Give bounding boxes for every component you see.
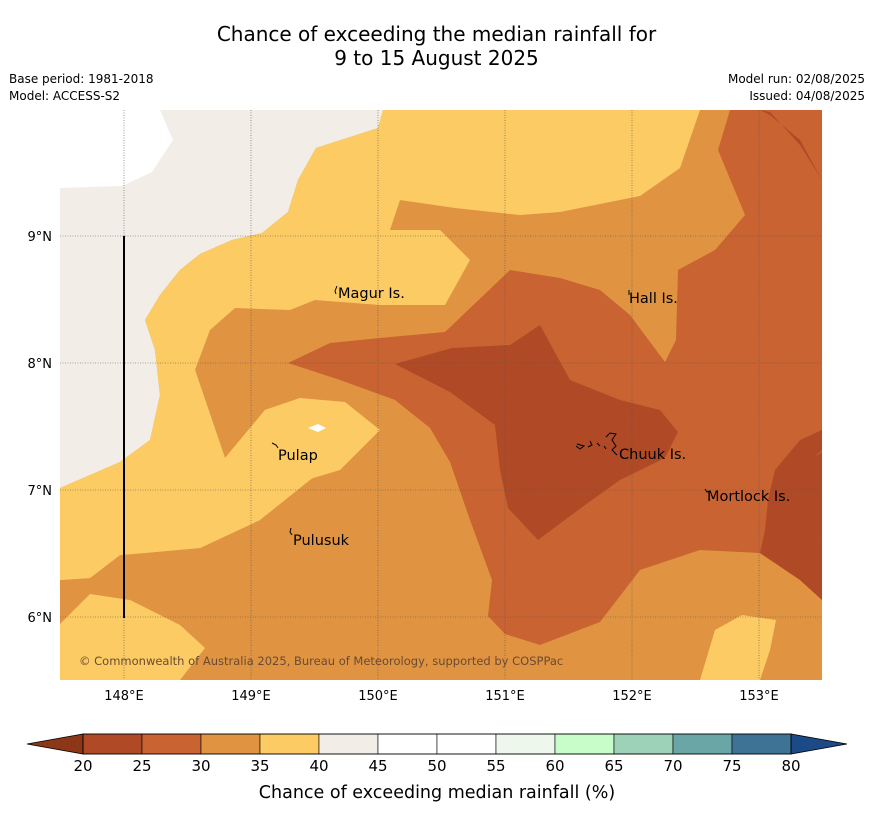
zone-45-55-spot xyxy=(308,424,326,432)
place-label-pulap: Pulap xyxy=(278,448,318,464)
place-labels: Magur Is. Hall Is. Pulap Chuuk Is. Mortl… xyxy=(278,286,790,549)
colorbar-tick-label: 25 xyxy=(132,757,151,775)
colorbar-cell xyxy=(82,733,143,755)
latitude-label: 7°N xyxy=(28,484,53,499)
pulusuk-island-shape xyxy=(289,527,293,536)
colorbar-cell xyxy=(200,733,261,755)
copyright-text: © Commonwealth of Australia 2025, Bureau… xyxy=(79,654,563,668)
title-line-1: Chance of exceeding the median rainfall … xyxy=(216,22,657,46)
magur-island-shape xyxy=(334,285,338,295)
colorbar-tick-label: 50 xyxy=(427,757,446,775)
colorbar-cell xyxy=(318,733,379,755)
colorbar-tick-label: 35 xyxy=(250,757,269,775)
zone-35-40-pulap xyxy=(60,370,380,580)
map-fields xyxy=(60,110,822,680)
colorbar-cell xyxy=(495,733,556,755)
colorbar-tick-label: 65 xyxy=(604,757,623,775)
zone-20-25-central xyxy=(395,325,678,540)
colorbar-over-arrow xyxy=(790,733,848,755)
colorbar-cell xyxy=(141,733,202,755)
colorbar-cells xyxy=(82,733,792,755)
axis-labels: 148°E 149°E 150°E 151°E 152°E 153°E 9°N 8°N 7°N 6… xyxy=(28,230,779,700)
zone-35-40-southwest xyxy=(60,594,205,680)
chuuk-island-shape xyxy=(575,432,618,456)
colorbar-label: Chance of exceeding median rainfall (%) xyxy=(259,783,615,803)
place-label-pulusuk: Pulusuk xyxy=(293,533,350,549)
colorbar-tick-label: 45 xyxy=(368,757,387,775)
colorbar-tick-label: 70 xyxy=(663,757,682,775)
rainfall-map: Magur Is. Hall Is. Pulap Chuuk Is. Mortl… xyxy=(28,110,822,700)
zone-45-55-west xyxy=(60,110,173,188)
model-run-text: Model run: 02/08/2025 xyxy=(727,72,865,86)
colorbar-outline xyxy=(82,733,792,755)
colorbar-tick-label: 60 xyxy=(545,757,564,775)
issued-text: Issued: 04/08/2025 xyxy=(749,89,865,103)
meta-right: Model run: 02/08/2025 Issued: 04/08/2025 xyxy=(728,71,865,105)
gridlines xyxy=(60,110,822,680)
latitude-label: 9°N xyxy=(28,230,53,245)
longitude-label: 151°E xyxy=(485,689,525,700)
place-label-hall: Hall Is. xyxy=(629,291,678,307)
colorbar-cell xyxy=(436,733,497,755)
longitude-label: 150°E xyxy=(358,689,398,700)
colorbar-tick-label: 80 xyxy=(781,757,800,775)
longitude-label: 153°E xyxy=(739,689,779,700)
base-period-text: Base period: 1981-2018 xyxy=(9,72,154,86)
colorbar-cell xyxy=(672,733,733,755)
mortlock-island-shape xyxy=(704,488,711,493)
colorbar-tick-label: 20 xyxy=(73,757,92,775)
place-label-mortlock: Mortlock Is. xyxy=(707,489,790,505)
pulap-island-shape xyxy=(271,442,279,449)
colorbar-cell xyxy=(731,733,792,755)
colorbar-cell xyxy=(259,733,320,755)
model-text: Model: ACCESS-S2 xyxy=(9,89,121,103)
longitude-label: 148°E xyxy=(104,689,144,700)
zone-20-25-east xyxy=(760,110,822,600)
chart-title: Chance of exceeding the median rainfall … xyxy=(0,22,873,70)
zone-20-25-east-b xyxy=(772,452,822,540)
longitude-label: 152°E xyxy=(612,689,652,700)
place-label-magur: Magur Is. xyxy=(338,286,405,302)
zone-40-45-west xyxy=(60,110,383,488)
colorbar-under-arrow xyxy=(26,733,84,755)
islands xyxy=(271,285,711,536)
meta-left: Base period: 1981-2018 Model: ACCESS-S2 xyxy=(9,71,154,105)
latitude-label: 6°N xyxy=(28,611,53,626)
colorbar-tick-label: 30 xyxy=(191,757,210,775)
colorbar-tick-label: 55 xyxy=(486,757,505,775)
place-label-chuuk: Chuuk Is. xyxy=(619,447,686,463)
colorbar-cell xyxy=(613,733,674,755)
colorbar-tick-label: 40 xyxy=(309,757,328,775)
colorbar-tick-label: 75 xyxy=(722,757,741,775)
colorbar-tick-labels: 20 25 30 35 40 45 50 55 60 65 70 75 80 xyxy=(73,757,800,775)
colorbar-cell xyxy=(377,733,438,755)
title-line-2: 9 to 15 August 2025 xyxy=(334,46,539,70)
colorbar-cell xyxy=(554,733,615,755)
longitude-label: 149°E xyxy=(231,689,271,700)
latitude-label: 8°N xyxy=(28,357,53,372)
zone-35-40-southeast xyxy=(700,615,776,680)
